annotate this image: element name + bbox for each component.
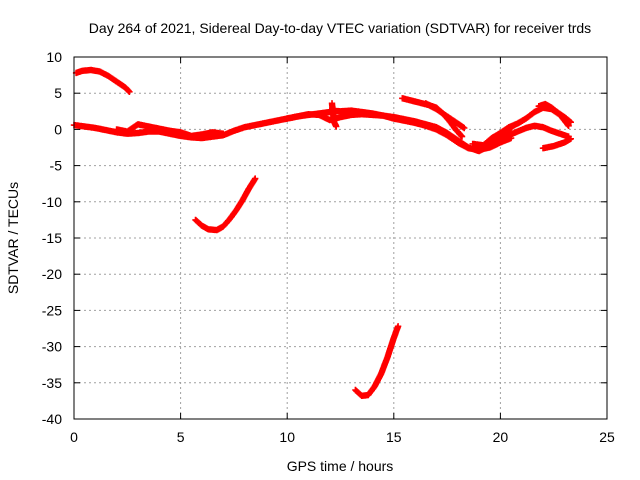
data-point-markers xyxy=(539,135,574,152)
y-tick-label: -25 xyxy=(42,302,62,318)
series-arc-12 xyxy=(535,100,574,126)
x-tick-label: 10 xyxy=(279,429,295,445)
tick-layer: 0 5 10 15 20 25 -40 -35 -30 -25 -20 -15 -10 -5 0 5 10 xyxy=(42,49,615,445)
series-arc-3 xyxy=(113,121,227,140)
series-arc-13 xyxy=(539,135,574,152)
y-tick-label: -15 xyxy=(42,230,62,246)
y-tick-label: -35 xyxy=(42,375,62,391)
y-tick-label: 10 xyxy=(46,49,62,65)
data-point-markers xyxy=(497,122,572,144)
x-tick-label: 15 xyxy=(386,429,402,445)
data-point-markers xyxy=(328,100,340,130)
y-tick-label: -10 xyxy=(42,194,62,210)
series-arc-6 xyxy=(284,111,515,153)
x-tick-label: 5 xyxy=(177,429,185,445)
data-point-markers xyxy=(352,323,402,399)
x-axis-title: GPS time / hours xyxy=(287,458,394,474)
y-tick-label: 5 xyxy=(54,85,62,101)
series-arc-4 xyxy=(192,175,259,234)
series-arc-9 xyxy=(422,100,468,132)
data-point-markers xyxy=(72,66,133,95)
series-arc-1 xyxy=(72,66,133,95)
data-layer xyxy=(70,66,574,399)
x-tick-label: 25 xyxy=(599,429,615,445)
y-tick-label: -40 xyxy=(42,411,62,427)
data-point-markers xyxy=(284,111,515,153)
data-point-markers xyxy=(113,121,227,140)
y-tick-label: 0 xyxy=(54,121,62,137)
chart-title: Day 264 of 2021, Sidereal Day-to-day VTE… xyxy=(89,20,591,36)
x-tick-label: 0 xyxy=(70,429,78,445)
data-point-markers xyxy=(422,100,468,132)
y-tick-label: -5 xyxy=(50,158,63,174)
x-tick-label: 20 xyxy=(493,429,509,445)
y-tick-label: -30 xyxy=(42,339,62,355)
data-point-markers xyxy=(192,175,259,234)
series-arc-7 xyxy=(352,323,402,399)
series-arc-11 xyxy=(497,122,572,144)
y-axis-title: SDTVAR / TECUs xyxy=(5,182,21,294)
data-point-markers xyxy=(535,100,574,126)
y-tick-label: -20 xyxy=(42,266,62,282)
series-arc-14 xyxy=(328,100,340,130)
